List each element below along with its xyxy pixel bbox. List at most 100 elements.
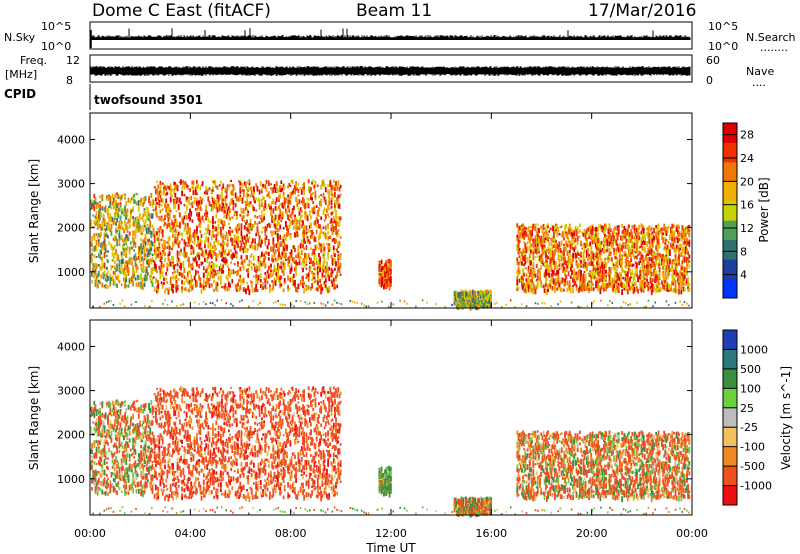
- echo-cell: [311, 207, 313, 213]
- echo-cell: [558, 258, 561, 262]
- echo-cell: [536, 284, 539, 288]
- echo-cell: [132, 230, 134, 237]
- echo-cell: [334, 191, 336, 198]
- echo-cell: [153, 248, 156, 253]
- echo-cell: [554, 225, 556, 230]
- echo-cell: [190, 274, 193, 280]
- echo-cell: [308, 268, 311, 273]
- echo-cell: [107, 222, 109, 225]
- nsearch-label: N.Search: [746, 31, 796, 44]
- echo-cell: [200, 253, 203, 256]
- echo-cell: [298, 260, 301, 265]
- echo-cell: [96, 280, 99, 284]
- echo-cell: [538, 247, 540, 252]
- echo-cell: [540, 240, 543, 244]
- echo-cell: [183, 194, 186, 197]
- echo-cell: [310, 247, 312, 250]
- echo-cell: [121, 267, 124, 274]
- echo-cell: [168, 245, 171, 251]
- echo-cell: [191, 285, 194, 291]
- echo-cell: [153, 286, 156, 290]
- echo-cell: [289, 192, 292, 197]
- echo-cell: [132, 195, 134, 202]
- echo-cell: [530, 249, 532, 253]
- echo-cell: [160, 230, 163, 234]
- echo-cell: [210, 254, 213, 260]
- echo-cell: [550, 241, 553, 247]
- echo-cell: [481, 290, 483, 294]
- echo-cell: [280, 283, 283, 287]
- echo-cell: [191, 240, 194, 243]
- echo-cell: [164, 257, 166, 263]
- echo-cell: [198, 264, 201, 269]
- echo-cell: [256, 216, 259, 219]
- echo-cell: [549, 248, 552, 252]
- echo-cell: [277, 187, 279, 193]
- echo-cell: [490, 291, 492, 296]
- echo-cell: [532, 261, 535, 268]
- echo-cell: [536, 228, 539, 232]
- echo-cell: [96, 283, 99, 288]
- echo-cell: [522, 280, 524, 284]
- echo-cell: [147, 226, 149, 233]
- echo-cell: [201, 181, 204, 187]
- echo-cell: [224, 256, 227, 262]
- echo-cell: [124, 220, 126, 227]
- echo-cell: [257, 197, 260, 203]
- echo-cell: [470, 303, 473, 309]
- echo-cell: [307, 239, 310, 242]
- echo-cell: [199, 206, 202, 211]
- echo-cell: [132, 265, 134, 269]
- echo-cell: [212, 268, 214, 275]
- echo-cell: [151, 268, 154, 274]
- echo-cell: [90, 200, 92, 205]
- echo-cell: [552, 253, 555, 260]
- echo-cell: [210, 235, 213, 241]
- echo-cell: [131, 197, 133, 200]
- echo-cell: [235, 225, 238, 230]
- echo-cell: [147, 216, 149, 221]
- echo-cell: [175, 239, 178, 245]
- echo-cell: [528, 245, 531, 252]
- echo-cell: [160, 190, 163, 196]
- echo-cell: [388, 281, 391, 286]
- echo-cell: [383, 274, 385, 277]
- echo-cell: [124, 271, 126, 277]
- echo-cell: [93, 254, 96, 258]
- echo-cell: [307, 285, 310, 290]
- echo-cell: [167, 211, 170, 216]
- echo-cell: [287, 231, 289, 237]
- echo-cell: [544, 250, 547, 256]
- echo-cell: [193, 241, 196, 245]
- echo-cell: [128, 280, 131, 284]
- echo-cell: [305, 263, 308, 266]
- echo-cell: [269, 206, 271, 210]
- echo-cell: [189, 188, 191, 192]
- echo-cell: [239, 274, 242, 279]
- echo-cell: [197, 217, 199, 221]
- echo-cell: [335, 216, 337, 222]
- echo-cell: [270, 183, 272, 186]
- echo-cell: [296, 225, 299, 230]
- echo-cell: [113, 252, 116, 258]
- echo-cell: [334, 253, 336, 257]
- echo-cell: [338, 222, 341, 227]
- echo-cell: [172, 199, 174, 202]
- echo-cell: [165, 272, 168, 276]
- echo-cell: [516, 257, 519, 263]
- echo-cell: [310, 286, 312, 290]
- echo-cell: [532, 223, 535, 230]
- echo-cell: [478, 291, 481, 295]
- echo-cell: [291, 258, 294, 262]
- echo-cell: [200, 284, 203, 288]
- echo-cell: [250, 241, 253, 247]
- echo-cell: [229, 226, 231, 229]
- echo-cell: [209, 204, 212, 207]
- echo-cell: [150, 247, 153, 251]
- echo-cell: [221, 220, 223, 225]
- echo-cell: [294, 214, 296, 218]
- echo-cell: [161, 243, 164, 249]
- echo-cell: [242, 287, 245, 292]
- echo-cell: [312, 248, 315, 255]
- echo-cell: [543, 244, 546, 250]
